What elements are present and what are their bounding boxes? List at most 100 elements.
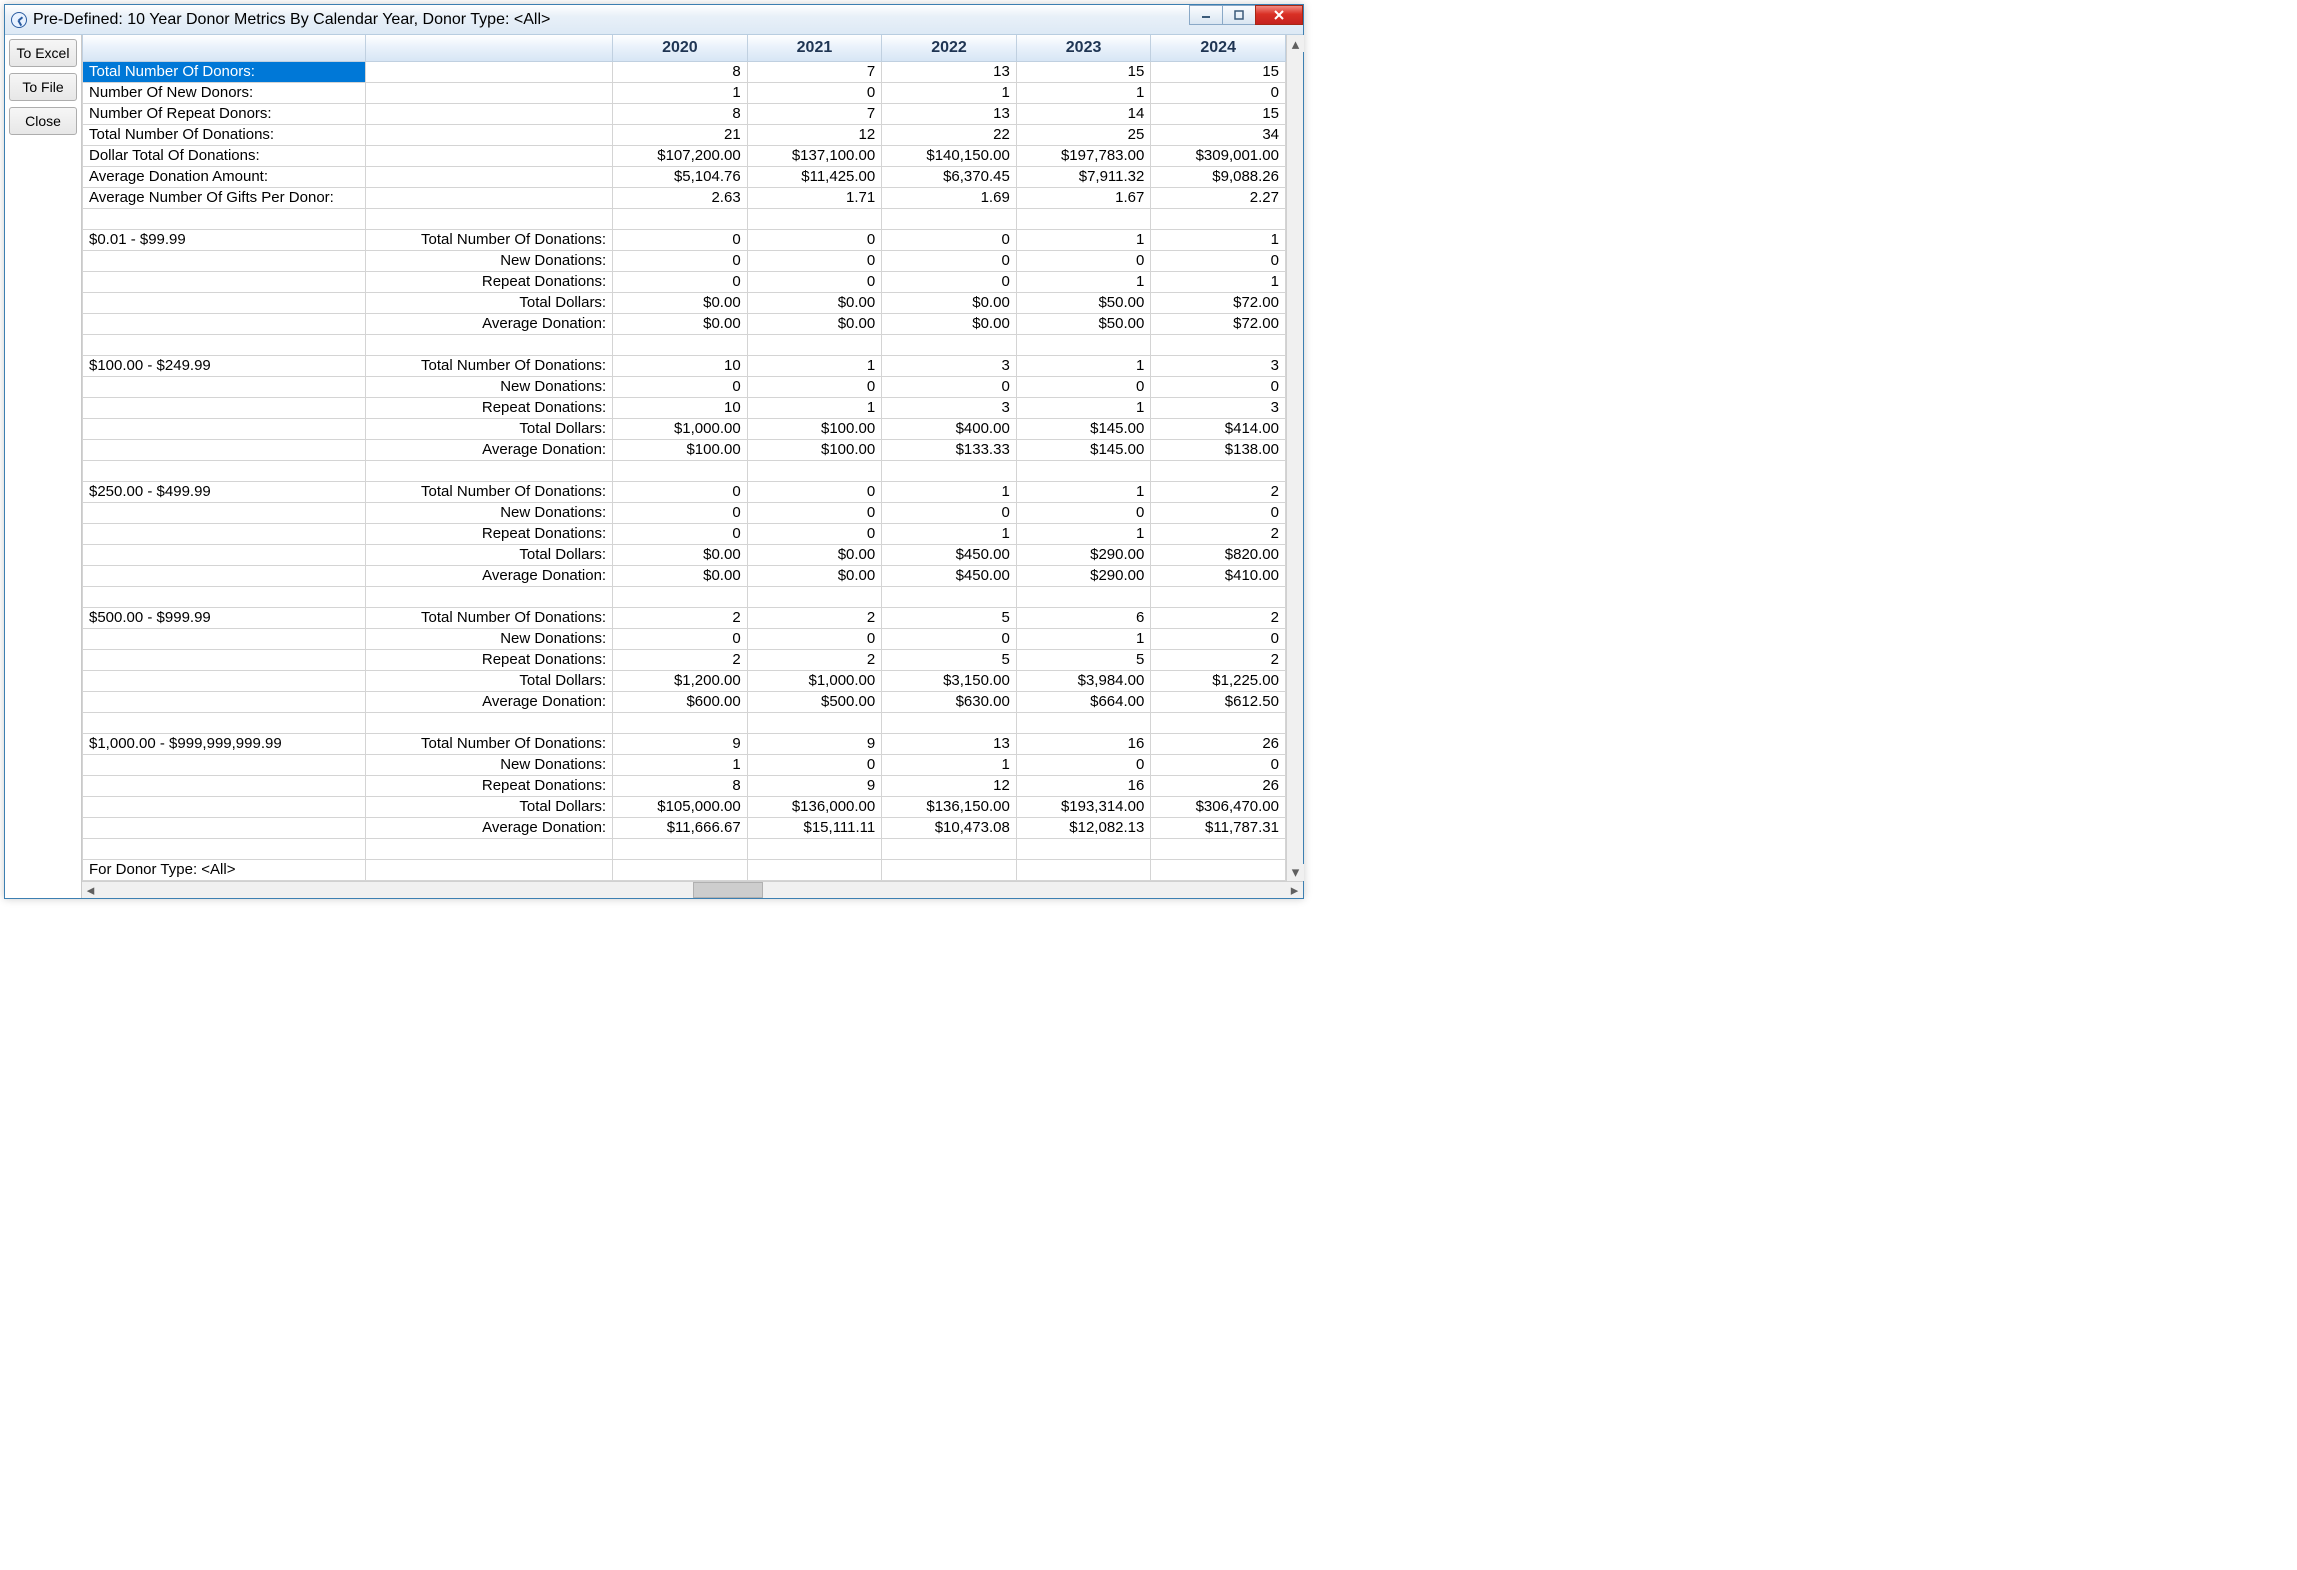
value-cell[interactable]: 15 [1151,61,1286,82]
range-subcategory[interactable]: New Donations: [366,250,613,271]
range-label[interactable] [83,271,366,292]
range-label[interactable] [83,376,366,397]
value-cell[interactable]: 8 [613,103,748,124]
range-label[interactable] [83,649,366,670]
range-subcategory[interactable]: Total Dollars: [366,418,613,439]
value-cell[interactable]: $820.00 [1151,544,1286,565]
value-cell[interactable]: $9,088.26 [1151,166,1286,187]
value-cell[interactable]: $612.50 [1151,691,1286,712]
value-cell[interactable]: 0 [613,481,748,502]
grid-scroll[interactable]: 2020 2021 2022 2023 2024 Total Number Of… [82,35,1286,881]
value-cell[interactable]: 7 [747,103,882,124]
value-cell[interactable]: $6,370.45 [882,166,1017,187]
range-label[interactable] [83,439,366,460]
value-cell[interactable]: $600.00 [613,691,748,712]
range-label[interactable] [83,628,366,649]
value-cell[interactable]: $0.00 [613,313,748,334]
footer-label[interactable]: For Donor Type: <All> [83,859,366,880]
col-header-year[interactable]: 2022 [882,35,1017,61]
range-subcategory[interactable]: New Donations: [366,502,613,523]
range-label[interactable]: $1,000.00 - $999,999,999.99 [83,733,366,754]
range-subcategory[interactable]: Repeat Donations: [366,397,613,418]
range-subcategory[interactable]: Average Donation: [366,817,613,838]
value-cell[interactable]: $0.00 [747,565,882,586]
value-cell[interactable]: 0 [747,229,882,250]
value-cell[interactable]: 0 [1151,502,1286,523]
range-label[interactable] [83,502,366,523]
value-cell[interactable]: $400.00 [882,418,1017,439]
value-cell[interactable]: 0 [747,628,882,649]
value-cell[interactable]: 1 [1016,397,1151,418]
range-subcategory[interactable]: Total Number Of Donations: [366,607,613,628]
summary-metric[interactable]: Number Of Repeat Donors: [83,103,366,124]
value-cell[interactable]: 2.63 [613,187,748,208]
value-cell[interactable]: 34 [1151,124,1286,145]
summary-sub[interactable] [366,61,613,82]
to-excel-button[interactable]: To Excel [9,39,77,67]
value-cell[interactable]: $50.00 [1016,292,1151,313]
value-cell[interactable]: 0 [882,502,1017,523]
value-cell[interactable]: 10 [613,397,748,418]
range-subcategory[interactable]: Repeat Donations: [366,775,613,796]
range-label[interactable] [83,523,366,544]
summary-sub[interactable] [366,124,613,145]
range-label[interactable]: $500.00 - $999.99 [83,607,366,628]
value-cell[interactable]: 0 [1151,376,1286,397]
value-cell[interactable]: 2 [747,607,882,628]
value-cell[interactable]: 0 [882,229,1017,250]
value-cell[interactable]: 0 [882,376,1017,397]
value-cell[interactable]: $290.00 [1016,565,1151,586]
summary-metric[interactable]: Total Number Of Donors: [83,61,366,82]
value-cell[interactable]: 13 [882,103,1017,124]
value-cell[interactable]: 22 [882,124,1017,145]
value-cell[interactable]: 12 [882,775,1017,796]
value-cell[interactable]: $630.00 [882,691,1017,712]
value-cell[interactable]: 1 [882,523,1017,544]
scroll-left-icon[interactable]: ◂ [82,882,99,899]
value-cell[interactable]: 1 [1016,355,1151,376]
value-cell[interactable]: $193,314.00 [1016,796,1151,817]
minimize-button[interactable] [1189,5,1223,25]
value-cell[interactable]: 0 [613,250,748,271]
range-subcategory[interactable]: Total Dollars: [366,670,613,691]
range-subcategory[interactable]: Total Dollars: [366,544,613,565]
value-cell[interactable]: 0 [1151,250,1286,271]
value-cell[interactable]: $5,104.76 [613,166,748,187]
value-cell[interactable]: 1.71 [747,187,882,208]
range-label[interactable] [83,418,366,439]
value-cell[interactable]: 1 [1151,271,1286,292]
summary-metric[interactable]: Average Number Of Gifts Per Donor: [83,187,366,208]
value-cell[interactable]: 7 [747,61,882,82]
col-header-sub[interactable] [366,35,613,61]
range-subcategory[interactable]: Repeat Donations: [366,523,613,544]
range-label[interactable] [83,796,366,817]
range-subcategory[interactable]: Average Donation: [366,313,613,334]
value-cell[interactable]: 5 [882,607,1017,628]
value-cell[interactable]: 0 [747,82,882,103]
value-cell[interactable]: 5 [882,649,1017,670]
value-cell[interactable]: 2 [1151,649,1286,670]
range-subcategory[interactable]: Repeat Donations: [366,649,613,670]
value-cell[interactable]: $72.00 [1151,292,1286,313]
value-cell[interactable]: $11,787.31 [1151,817,1286,838]
close-button[interactable]: Close [9,107,77,135]
range-subcategory[interactable]: Total Number Of Donations: [366,355,613,376]
value-cell[interactable]: $450.00 [882,544,1017,565]
value-cell[interactable]: 3 [882,397,1017,418]
value-cell[interactable]: 1 [1151,229,1286,250]
range-subcategory[interactable]: Total Number Of Donations: [366,229,613,250]
value-cell[interactable]: 1 [1016,82,1151,103]
value-cell[interactable]: 3 [882,355,1017,376]
value-cell[interactable]: 2 [747,649,882,670]
range-subcategory[interactable]: Repeat Donations: [366,271,613,292]
value-cell[interactable]: 1 [613,754,748,775]
range-label[interactable]: $250.00 - $499.99 [83,481,366,502]
value-cell[interactable]: $0.00 [747,544,882,565]
value-cell[interactable]: 1 [1016,523,1151,544]
value-cell[interactable]: $107,200.00 [613,145,748,166]
value-cell[interactable]: 0 [613,229,748,250]
value-cell[interactable]: $197,783.00 [1016,145,1151,166]
value-cell[interactable]: $133.33 [882,439,1017,460]
value-cell[interactable]: 2 [1151,481,1286,502]
range-subcategory[interactable]: New Donations: [366,376,613,397]
